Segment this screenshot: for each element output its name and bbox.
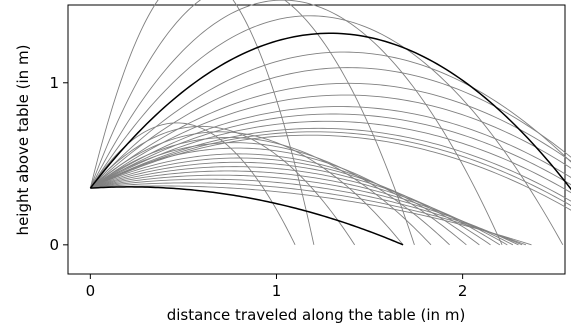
trajectory-line-a-2 <box>89 0 503 246</box>
trajectory-line-a-12 <box>90 127 571 202</box>
trajectory-line-b-10 <box>90 170 514 246</box>
trajectory-line-b-14 <box>90 185 532 246</box>
trajectory-line-b-1 <box>90 125 356 246</box>
trajectory-line-a-5 <box>90 51 571 189</box>
trajectory-line-b-9 <box>90 166 508 246</box>
trajectory-line-a-7 <box>90 82 571 189</box>
trajectory-curves <box>89 0 571 246</box>
plot-frame <box>67 4 566 275</box>
trajectory-line-b-4 <box>90 142 450 246</box>
y-tick-label: 1 <box>49 74 59 92</box>
y-axis-ticks: 01 <box>49 74 68 254</box>
trajectory-line-b-11 <box>90 174 519 246</box>
trajectory-line-a-11 <box>90 120 571 194</box>
y-tick-label: 0 <box>49 236 59 254</box>
x-tick-label: 1 <box>272 282 282 300</box>
trajectory-line-b-7 <box>90 157 491 246</box>
trajectory-line-a-6 <box>90 67 571 189</box>
trajectory-line-a-8 <box>90 94 571 189</box>
trajectory-line-a-10 <box>90 113 571 189</box>
trajectory-line-a-13 <box>90 131 571 207</box>
trajectory-line-b-12 <box>90 178 523 246</box>
trajectory-line-a-9 <box>90 106 571 189</box>
trajectory-line-a-3 <box>89 15 564 246</box>
trajectory-line-a-4 <box>89 32 571 190</box>
x-axis-label: distance traveled along the table (in m) <box>167 306 466 324</box>
trajectory-line-a-0 <box>89 0 315 245</box>
trajectory-line-b-3 <box>90 136 432 246</box>
trajectory-line-b-2 <box>90 131 404 246</box>
trajectory-line-b-13 <box>90 182 527 246</box>
highlight-trajectory-0 <box>89 32 571 191</box>
highlight-trajectory-1 <box>90 186 404 246</box>
trajectory-line-b-6 <box>90 153 480 246</box>
x-tick-label: 2 <box>458 282 468 300</box>
trajectory-line-a-14 <box>90 134 571 211</box>
y-axis-label: height above table (in m) <box>14 45 32 236</box>
x-axis-ticks: 0 1 2 <box>86 274 468 300</box>
x-tick-label: 0 <box>86 282 96 300</box>
